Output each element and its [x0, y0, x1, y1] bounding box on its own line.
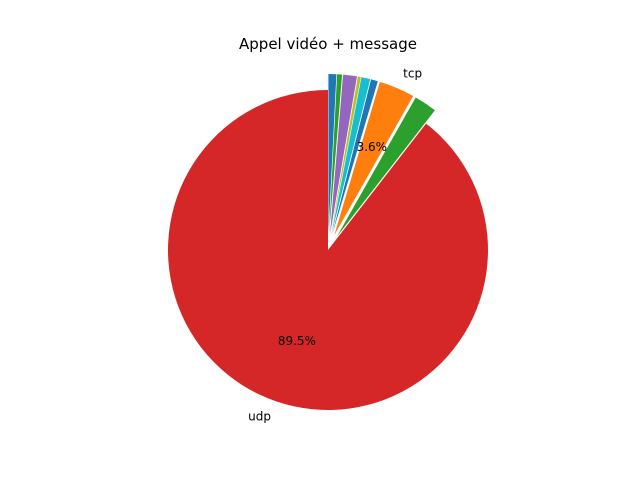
pie-slices — [167, 74, 488, 411]
pie-slice-slice-8 — [328, 74, 337, 235]
slice-label-tcp: tcp — [403, 66, 422, 80]
pie-labels: udp 89.5% tcp 3.6% — [248, 66, 422, 423]
pie-slice-udp — [167, 90, 488, 411]
chart-title: Appel vidéo + message — [239, 35, 417, 53]
slice-label-udp: udp — [248, 410, 271, 424]
pie-slice-slice-7 — [329, 74, 343, 235]
slice-percent-tcp: 3.6% — [357, 140, 388, 154]
slice-percent-udp: 89.5% — [278, 334, 316, 348]
pie-slice-slice-6 — [330, 74, 358, 235]
pie-slice-slice-1 — [336, 97, 435, 237]
pie-slice-slice-4 — [331, 77, 371, 235]
pie-slice-tcp — [334, 81, 414, 236]
pie-slice-slice-5 — [330, 76, 361, 235]
pie-slice-slice-3 — [332, 79, 378, 235]
